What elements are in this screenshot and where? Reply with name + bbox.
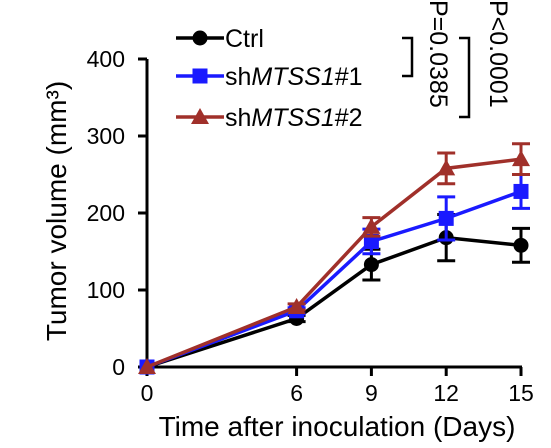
y-tick-label: 100 [87,277,125,303]
data-point [362,217,381,234]
p-value-label: P<0.0001 [484,0,512,108]
data-point [512,150,530,167]
legend-swatch-marker [191,108,209,124]
series-0 [139,213,530,375]
data-point [513,237,529,253]
legend-label: shMTSS1#1 [225,63,363,91]
bracket-ctrl-vs-sh2 [459,36,471,119]
series-2 [138,142,530,374]
series-layer [138,142,530,375]
data-point [438,210,454,226]
y-tick-label: 0 [112,354,125,380]
y-tick-label: 400 [87,46,125,72]
x-tick-label: 9 [365,380,378,406]
x-tick-label: 0 [141,380,154,406]
y-tick-label: 200 [87,200,125,226]
x-tick-label: 6 [290,380,303,406]
data-point [287,297,306,314]
y-axis-label: Tumor volume (mm³) [41,81,72,341]
legend-label: shMTSS1#2 [225,104,363,132]
legend-swatch-marker [192,68,208,84]
data-point [363,233,379,249]
x-tick-label: 15 [508,380,534,406]
x-tick-label: 12 [433,380,459,406]
x-axis-label: Time after inoculation (Days) [159,411,516,442]
series-line [146,189,522,369]
legend-swatch-marker [192,30,208,46]
bracket-ctrl-vs-sh1 [402,36,414,78]
series-1 [139,173,530,375]
series-line [146,157,522,369]
data-point [363,257,379,273]
legend: Ctrl shMTSS1#1 shMTSS1#2 [176,25,363,132]
data-point [513,183,529,199]
axes: 0 6 9 12 15 0 100 200 300 400 [87,46,534,406]
p-value-label: P=0.0385 [424,0,452,108]
y-tick-label: 300 [87,123,125,149]
legend-label: Ctrl [225,25,264,53]
data-point [437,159,456,176]
annotations: P=0.0385 P<0.0001 [402,0,512,119]
data-point [138,358,156,374]
